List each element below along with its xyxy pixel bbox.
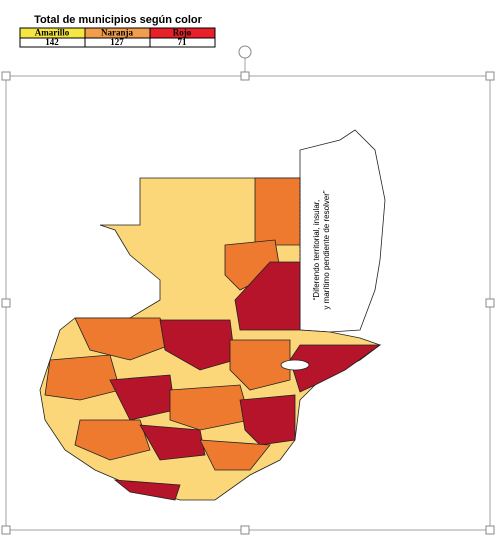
handle[interactable] — [240, 525, 250, 535]
cell-text: 127 — [110, 37, 124, 47]
lake — [280, 359, 310, 371]
handle[interactable] — [1, 525, 11, 535]
handle[interactable] — [485, 298, 495, 308]
resize-handles — [1, 71, 495, 535]
region-orange — [229, 339, 291, 391]
region-orange — [44, 354, 121, 401]
handle[interactable] — [485, 525, 495, 535]
handle[interactable] — [240, 71, 250, 81]
header-text: Amarillo — [35, 28, 70, 38]
region-orange — [254, 177, 301, 246]
region-red — [139, 424, 206, 461]
region-orange — [199, 439, 271, 471]
header-text: Naranja — [101, 28, 133, 38]
region-red — [113, 479, 181, 501]
region-red — [239, 394, 296, 446]
region-red — [159, 319, 236, 371]
rotate-handle[interactable] — [238, 45, 252, 59]
value-row — [19, 37, 216, 48]
map — [39, 129, 386, 501]
cell-text: 71 — [178, 37, 188, 47]
cell-text: 142 — [45, 37, 59, 47]
handle[interactable] — [1, 298, 11, 308]
region-red — [234, 261, 301, 331]
annotation: “Diferendo territorial, insular, — [312, 200, 321, 300]
region-orange — [169, 384, 251, 431]
header-text: Rojo — [173, 28, 192, 38]
handle[interactable] — [1, 71, 11, 81]
region-orange — [74, 419, 151, 461]
table-title: Total de municipios según color — [34, 14, 203, 26]
annotation: y marítimo pendiente de resolver” — [322, 190, 331, 310]
handle[interactable] — [485, 71, 495, 81]
region-orange — [74, 317, 171, 361]
